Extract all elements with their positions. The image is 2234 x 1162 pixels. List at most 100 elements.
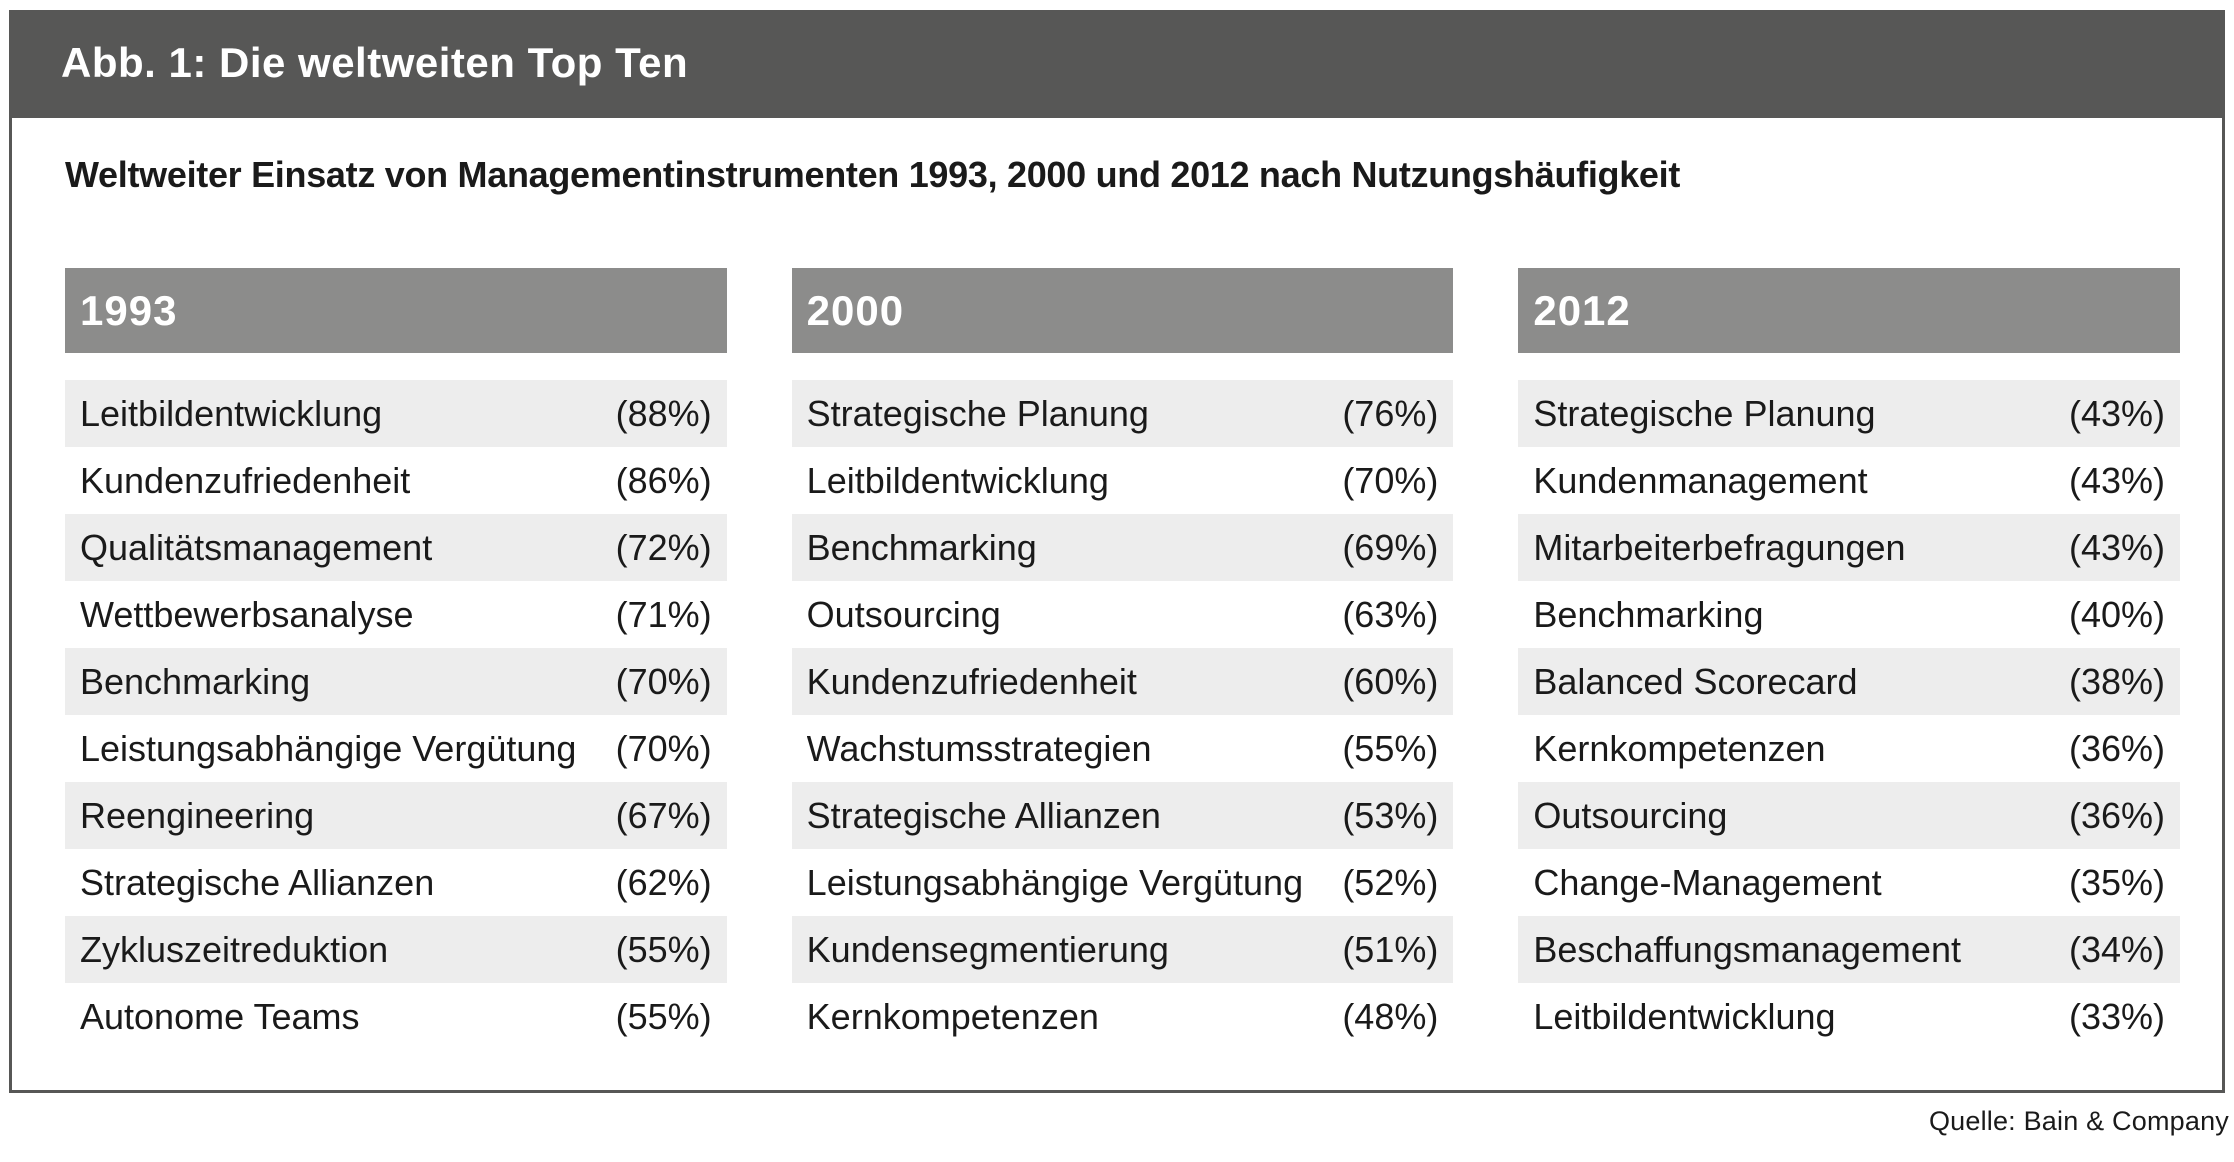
tool-name: Change-Management xyxy=(1533,861,1882,903)
tool-name: Leistungsabhängige Vergütung xyxy=(806,861,1304,903)
usage-percentage: (33%) xyxy=(2068,995,2166,1037)
table-row: Balanced Scorecard (38%) xyxy=(1518,648,2181,715)
usage-percentage: (35%) xyxy=(2068,861,2166,903)
usage-percentage: (51%) xyxy=(1342,928,1439,970)
usage-percentage: (52%) xyxy=(1342,861,1439,903)
year-columns: 1993 Leitbildentwicklung (88%) Kundenzufrie… xyxy=(65,268,2181,1050)
tool-name: Kernkompetenzen xyxy=(1533,727,1826,769)
tool-name: Strategische Planung xyxy=(1533,392,1876,434)
usage-percentage: (55%) xyxy=(1342,727,1439,769)
usage-percentage: (40%) xyxy=(2068,593,2166,635)
table-row: Outsourcing (36%) xyxy=(1518,782,2181,849)
table-row: Strategische Allianzen (62%) xyxy=(65,849,727,916)
year-column-2012: 2012 Strategische Planung (43%) Kundenmanag… xyxy=(1518,268,2181,1050)
table-row: Leistungsabhängige Vergütung (70%) xyxy=(65,715,727,782)
table-row: Reengineering (67%) xyxy=(65,782,727,849)
tool-name: Strategische Allianzen xyxy=(80,861,435,903)
tool-name: Leistungsabhängige Vergütung xyxy=(80,727,577,769)
usage-percentage: (86%) xyxy=(615,459,712,501)
usage-percentage: (36%) xyxy=(2068,794,2166,836)
table-row: Kundensegmentierung (51%) xyxy=(791,916,1454,983)
tool-name: Autonome Teams xyxy=(80,995,360,1037)
tool-name: Benchmarking xyxy=(1533,593,1764,635)
table-row: Benchmarking (69%) xyxy=(791,514,1454,581)
table-row: Outsourcing (63%) xyxy=(792,581,1454,648)
usage-percentage: (38%) xyxy=(2068,660,2166,702)
table-row: Benchmarking (70%) xyxy=(65,648,727,715)
tool-name: Leitbildentwicklung xyxy=(1533,995,1836,1037)
year-header: 1993 xyxy=(65,268,727,353)
usage-percentage: (43%) xyxy=(2068,392,2166,434)
figure-subtitle: Weltweiter Einsatz von Managementinstrum… xyxy=(65,154,1681,195)
usage-percentage: (43%) xyxy=(2068,526,2166,568)
source-credit: Quelle: Bain & Company xyxy=(1928,1106,2229,1136)
year-column-2000: 2000 Strategische Planung (76%) Leitbildent… xyxy=(791,268,1454,1050)
rows-list: Strategische Planung (76%) Leitbildentwick… xyxy=(791,380,1454,1050)
tool-name: Wettbewerbsanalyse xyxy=(80,593,414,635)
figure-title-bar: Abb. 1: Die weltweiten Top Ten xyxy=(9,10,2225,115)
usage-percentage: (34%) xyxy=(2068,928,2166,970)
usage-percentage: (70%) xyxy=(615,660,712,702)
table-row: Kernkompetenzen (36%) xyxy=(1518,715,2180,782)
tool-name: Kernkompetenzen xyxy=(806,995,1099,1037)
tool-name: Benchmarking xyxy=(80,660,311,702)
table-row: Beschaffungsmanagement (34%) xyxy=(1518,916,2181,983)
tool-name: Leitbildentwicklung xyxy=(80,392,383,434)
rows-list: Leitbildentwicklung (88%) Kundenzufriedenh… xyxy=(65,380,727,1050)
table-row: Leitbildentwicklung (70%) xyxy=(792,447,1454,514)
usage-percentage: (53%) xyxy=(1342,794,1439,836)
table-row: Kernkompetenzen (48%) xyxy=(792,983,1454,1050)
tool-name: Kundensegmentierung xyxy=(806,928,1169,970)
year-column-1993: 1993 Leitbildentwicklung (88%) Kundenzufrie… xyxy=(65,268,727,1050)
usage-percentage: (55%) xyxy=(615,995,712,1037)
table-row: Strategische Planung (76%) xyxy=(791,380,1454,447)
tool-name: Beschaffungsmanagement xyxy=(1533,928,1961,970)
year-header: 2000 xyxy=(791,268,1454,353)
tool-name: Kundenzufriedenheit xyxy=(806,660,1137,702)
table-row: Mitarbeiterbefragungen (43%) xyxy=(1518,514,2181,581)
usage-percentage: (62%) xyxy=(615,861,712,903)
table-row: Strategische Planung (43%) xyxy=(1518,380,2181,447)
table-row: Leitbildentwicklung (33%) xyxy=(1518,983,2180,1050)
tool-name: Strategische Allianzen xyxy=(806,794,1161,836)
table-row: Leitbildentwicklung (88%) xyxy=(65,380,727,447)
tool-name: Wachstumsstrategien xyxy=(806,727,1152,769)
year-label: 1993 xyxy=(80,286,178,334)
tool-name: Mitarbeiterbefragungen xyxy=(1533,526,1906,568)
usage-percentage: (48%) xyxy=(1342,995,1439,1037)
tool-name: Kundenmanagement xyxy=(1533,459,1868,501)
usage-percentage: (88%) xyxy=(615,392,712,434)
table-row: Wachstumsstrategien (55%) xyxy=(792,715,1454,782)
year-label: 2012 xyxy=(1533,286,1631,334)
usage-percentage: (63%) xyxy=(1342,593,1439,635)
usage-percentage: (70%) xyxy=(615,727,712,769)
year-header: 2012 xyxy=(1518,268,2181,353)
figure-title: Abb. 1: Die weltweiten Top Ten xyxy=(61,38,689,86)
tool-name: Balanced Scorecard xyxy=(1533,660,1858,702)
table-row: Zykluszeitreduktion (55%) xyxy=(65,916,727,983)
table-row: Autonome Teams (55%) xyxy=(65,983,727,1050)
tool-name: Strategische Planung xyxy=(806,392,1149,434)
tool-name: Outsourcing xyxy=(806,593,1001,635)
table-row: Qualitätsmanagement (72%) xyxy=(65,514,727,581)
year-label: 2000 xyxy=(806,286,905,334)
usage-percentage: (69%) xyxy=(1342,526,1439,568)
usage-percentage: (43%) xyxy=(2068,459,2166,501)
usage-percentage: (70%) xyxy=(1342,459,1439,501)
usage-percentage: (55%) xyxy=(615,928,712,970)
tool-name: Qualitätsmanagement xyxy=(80,526,433,568)
table-row: Kundenzufriedenheit (60%) xyxy=(791,648,1454,715)
table-row: Kundenzufriedenheit (86%) xyxy=(65,447,727,514)
rows-list: Strategische Planung (43%) Kundenmanagemen… xyxy=(1518,380,2181,1050)
table-row: Leistungsabhängige Vergütung (52%) xyxy=(792,849,1454,916)
tool-name: Zykluszeitreduktion xyxy=(80,928,389,970)
figure-content-box: Weltweiter Einsatz von Managementinstrum… xyxy=(9,115,2225,1093)
usage-percentage: (71%) xyxy=(615,593,712,635)
table-row: Kundenmanagement (43%) xyxy=(1518,447,2180,514)
usage-percentage: (76%) xyxy=(1342,392,1439,434)
usage-percentage: (60%) xyxy=(1342,660,1439,702)
table-row: Change-Management (35%) xyxy=(1518,849,2180,916)
table-row: Strategische Allianzen (53%) xyxy=(791,782,1454,849)
usage-percentage: (36%) xyxy=(2068,727,2166,769)
